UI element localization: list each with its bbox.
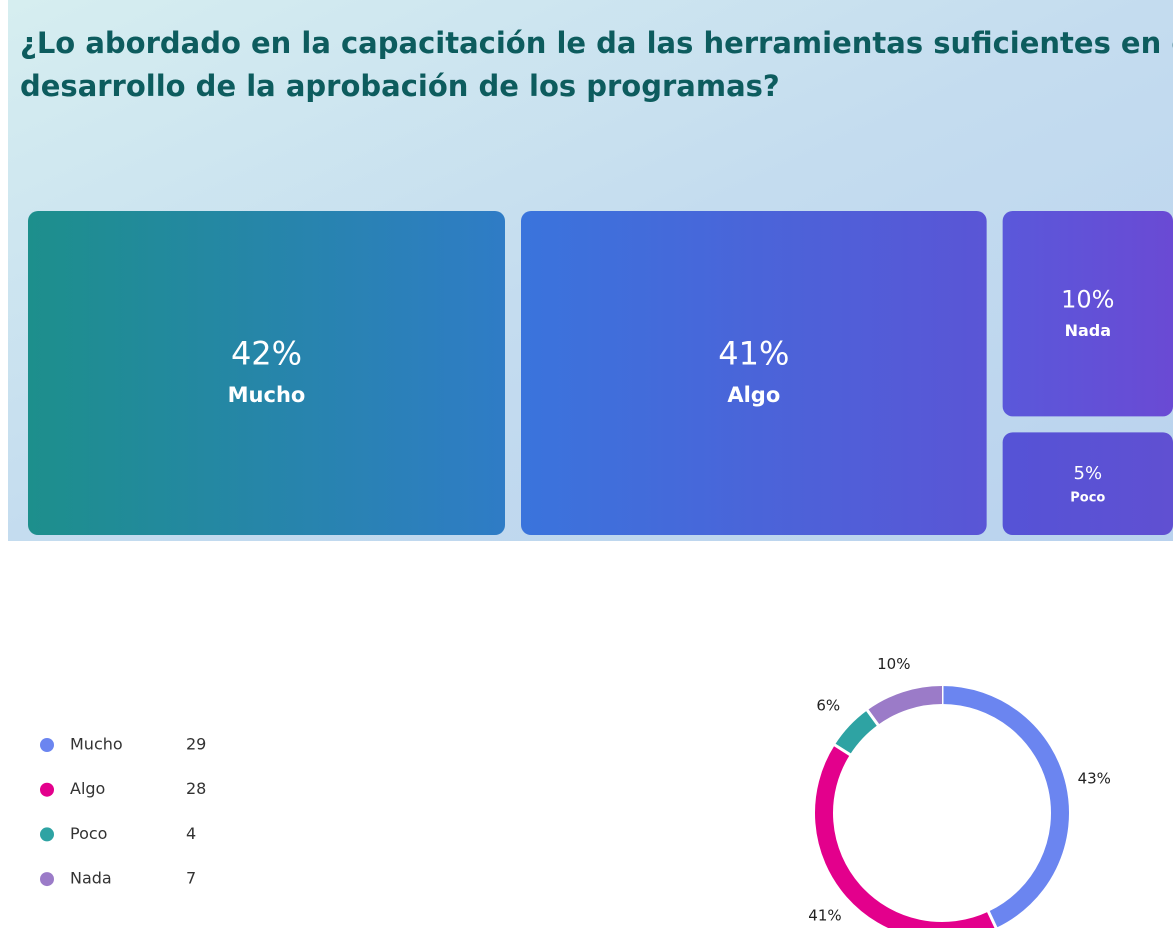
slice-gap <box>864 706 881 729</box>
donut-slice <box>815 744 997 932</box>
legend-count: 7 <box>186 869 196 888</box>
legend-label: Poco <box>70 824 107 843</box>
legend-marker <box>40 827 54 842</box>
tile-category-label: Nada <box>1065 321 1111 340</box>
tile-value-label: 5% <box>1074 463 1103 484</box>
legend-count: 29 <box>186 735 206 754</box>
tile-value-label: 41% <box>718 334 789 372</box>
legend-marker <box>40 872 54 887</box>
treemap-tile <box>28 211 505 535</box>
tile-value-label: 10% <box>1061 285 1114 313</box>
donut-slice <box>941 686 1069 928</box>
slice-label: 6% <box>816 697 840 715</box>
legend-marker <box>40 782 54 797</box>
chart-title: ¿Lo abordado en la capacitación le da la… <box>20 26 1173 103</box>
legend-count: 28 <box>186 779 206 798</box>
legend-count: 4 <box>186 824 196 843</box>
treemap-tile <box>1002 432 1173 535</box>
tile-category-label: Poco <box>1070 490 1105 505</box>
legend-label: Nada <box>70 869 112 888</box>
legend-label: Mucho <box>70 735 123 754</box>
treemap-tile <box>521 211 987 535</box>
slice-label: 41% <box>808 907 841 925</box>
slice-label: 10% <box>877 655 910 673</box>
donut-slice <box>867 686 943 725</box>
tile-category-label: Mucho <box>228 383 306 407</box>
legend-label: Algo <box>70 779 105 798</box>
tile-category-label: Algo <box>727 383 780 407</box>
treemap-tile <box>1002 211 1173 417</box>
slice-gap <box>985 908 999 932</box>
slice-label: 43% <box>1078 769 1111 787</box>
tile-value-label: 42% <box>231 334 302 372</box>
slice-gap <box>831 742 854 758</box>
legend-marker <box>40 738 54 752</box>
donut-slice <box>834 710 879 755</box>
